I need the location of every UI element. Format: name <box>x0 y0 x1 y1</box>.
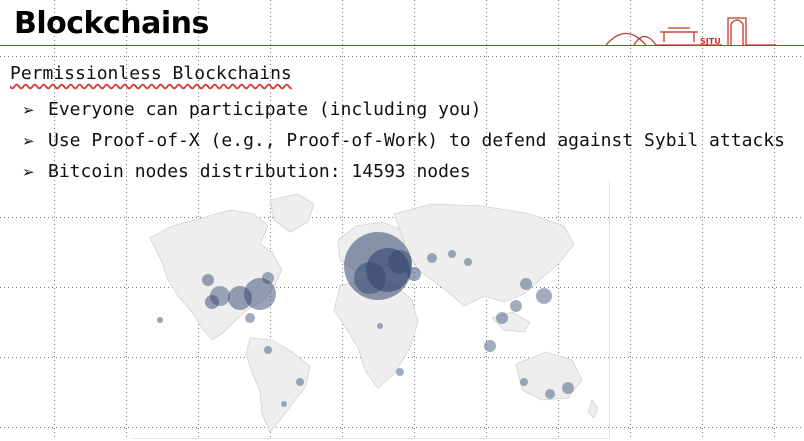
node-bubble <box>510 300 522 312</box>
guide-line <box>558 0 559 440</box>
node-bubble <box>377 323 383 329</box>
guide-line <box>342 0 343 440</box>
bullet-text: Everyone can participate (including you) <box>48 99 482 120</box>
title-rule <box>0 45 804 46</box>
continents <box>149 193 599 433</box>
node-bubble <box>536 288 552 304</box>
bitcoin-node-map <box>132 186 608 436</box>
section-subtitle: Permissionless Blockchains <box>10 63 292 84</box>
map-frame-edge <box>132 438 610 439</box>
node-bubble <box>520 278 532 290</box>
arrow-bullet-icon: ➢ <box>22 131 35 150</box>
guide-line <box>702 0 703 440</box>
node-bubble <box>520 378 528 386</box>
bullet-list: ➢ Everyone can participate (including yo… <box>22 94 785 187</box>
bullet-item: ➢ Bitcoin nodes distribution: 14593 node… <box>22 156 785 187</box>
guide-line <box>54 0 55 440</box>
node-bubble <box>262 272 274 284</box>
node-bubble <box>448 250 456 258</box>
bullet-item: ➢ Use Proof-of-X (e.g., Proof-of-Work) t… <box>22 125 785 156</box>
node-bubble <box>244 278 276 310</box>
guide-line <box>126 0 127 440</box>
node-bubble <box>296 378 304 386</box>
guide-line <box>0 56 804 57</box>
node-bubble <box>407 267 421 281</box>
world-map-image <box>149 193 599 433</box>
university-logo: SJTU <box>605 17 776 46</box>
node-bubble <box>354 262 386 294</box>
bullet-item: ➢ Everyone can participate (including yo… <box>22 94 785 125</box>
guide-line <box>0 427 804 428</box>
node-bubble <box>205 295 219 309</box>
node-bubble <box>396 368 404 376</box>
node-bubble <box>202 274 214 286</box>
node-bubble <box>562 382 574 394</box>
node-bubble <box>388 250 412 274</box>
node-bubble <box>464 258 472 266</box>
guide-line <box>774 0 775 440</box>
bullet-text: Bitcoin nodes distribution: 14593 nodes <box>48 161 471 182</box>
node-bubble <box>228 286 252 310</box>
guide-line <box>630 0 631 440</box>
node-bubbles <box>157 232 574 407</box>
node-bubble <box>545 389 555 399</box>
map-frame-edge <box>609 180 610 440</box>
logo-text: SJTU <box>700 37 721 46</box>
node-bubble <box>484 340 496 352</box>
node-bubble <box>264 346 272 354</box>
node-bubble <box>245 313 255 323</box>
node-bubble <box>281 401 287 407</box>
node-bubble <box>427 253 437 263</box>
node-bubble <box>157 317 163 323</box>
bullet-text: Use Proof-of-X (e.g., Proof-of-Work) to … <box>48 130 785 151</box>
guide-line <box>270 0 271 440</box>
arrow-bullet-icon: ➢ <box>22 162 35 181</box>
slide-title: Blockchains <box>14 6 209 41</box>
node-bubble <box>496 312 508 324</box>
arrow-bullet-icon: ➢ <box>22 100 35 119</box>
